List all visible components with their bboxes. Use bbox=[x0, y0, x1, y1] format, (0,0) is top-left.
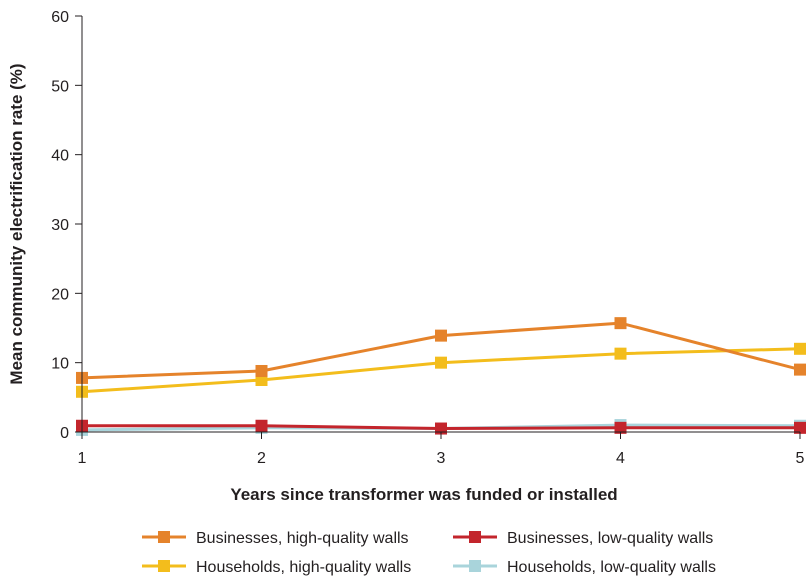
legend-marker bbox=[158, 560, 170, 572]
legend-label: Households, low-quality walls bbox=[507, 559, 716, 576]
legend-marker bbox=[158, 531, 170, 543]
data-point bbox=[435, 329, 447, 342]
x-tick-label: 3 bbox=[437, 450, 446, 467]
y-tick-label: 60 bbox=[51, 9, 69, 26]
x-axis-title: Years since transformer was funded or in… bbox=[230, 485, 617, 504]
legend-marker bbox=[469, 531, 481, 543]
legend-marker bbox=[469, 560, 481, 572]
data-point bbox=[614, 317, 627, 330]
data-point bbox=[255, 419, 268, 432]
series-line bbox=[81, 347, 801, 394]
x-tick-label: 2 bbox=[257, 450, 266, 467]
x-tick-label: 5 bbox=[796, 450, 805, 467]
legend-item: Businesses, low-quality walls bbox=[453, 530, 713, 547]
data-point bbox=[255, 364, 268, 377]
legend-item: Households, high-quality walls bbox=[142, 559, 411, 576]
y-tick-label: 20 bbox=[51, 286, 69, 303]
legend: Businesses, high-quality walls Businesses… bbox=[142, 530, 716, 576]
y-axis-title: Mean community electrification rate (%) bbox=[7, 63, 26, 384]
y-tick-label: 40 bbox=[51, 148, 69, 165]
data-point bbox=[794, 421, 806, 434]
legend-label: Businesses, low-quality walls bbox=[507, 530, 713, 547]
y-tick-label: 30 bbox=[51, 217, 69, 234]
series-2 bbox=[76, 342, 806, 398]
y-tick-label: 0 bbox=[60, 425, 69, 442]
legend-label: Households, high-quality walls bbox=[196, 559, 411, 576]
data-point bbox=[794, 363, 806, 376]
y-tick-label: 50 bbox=[51, 78, 69, 95]
tick-labels: 0 10 20 30 40 50 60 1 2 3 4 5 bbox=[51, 9, 804, 467]
x-tick-label: 4 bbox=[616, 450, 625, 467]
x-tick-label: 1 bbox=[78, 450, 87, 467]
legend-item: Businesses, high-quality walls bbox=[142, 530, 409, 547]
y-tick-label: 10 bbox=[51, 356, 69, 373]
legend-item: Households, low-quality walls bbox=[453, 559, 716, 576]
data-point bbox=[614, 421, 627, 434]
axes bbox=[75, 15, 801, 439]
data-point bbox=[614, 347, 627, 360]
data-point bbox=[255, 374, 268, 386]
data-point bbox=[435, 356, 447, 369]
series-lines bbox=[76, 317, 806, 436]
data-point bbox=[794, 342, 806, 355]
series-1 bbox=[76, 419, 806, 435]
legend-label: Businesses, high-quality walls bbox=[196, 530, 409, 547]
